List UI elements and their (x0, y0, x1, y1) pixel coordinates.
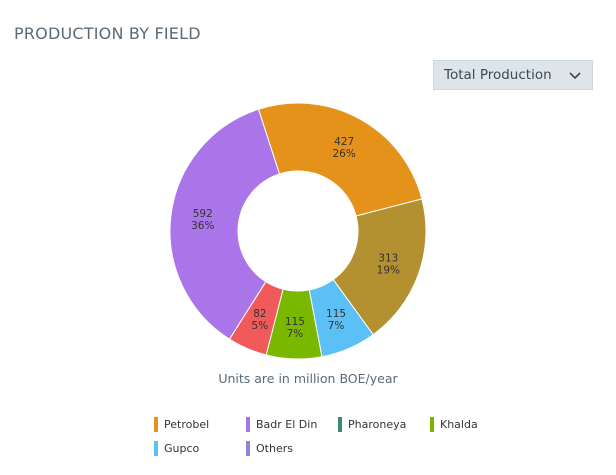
legend-label: Badr El Din (256, 418, 318, 431)
slice-value-label: 313 (378, 252, 398, 264)
slice-percent-label: 26% (333, 148, 356, 160)
legend-item[interactable]: Petrobel (154, 417, 209, 432)
slice-percent-label: 36% (191, 220, 214, 232)
pie-slice[interactable] (257, 102, 423, 217)
legend-swatch (338, 417, 342, 432)
legend-item[interactable]: Khalda (430, 417, 478, 432)
legend-swatch (430, 417, 434, 432)
legend-swatch (246, 417, 250, 432)
slice-value-label: 115 (326, 308, 346, 320)
pie-slice[interactable] (332, 198, 427, 336)
legend-label: Others (256, 442, 293, 455)
slice-percent-label: 7% (287, 328, 304, 340)
slice-percent-label: 19% (377, 264, 400, 276)
chevron-down-icon (568, 68, 582, 82)
slice-value-label: 427 (334, 136, 354, 148)
slice-value-label: 115 (285, 316, 305, 328)
legend-swatch (154, 441, 158, 456)
slice-percent-label: 5% (252, 320, 269, 332)
legend-label: Khalda (440, 418, 478, 431)
slice-value-label: 82 (253, 308, 266, 320)
production-type-dropdown[interactable]: Total Production (433, 60, 593, 90)
dropdown-value: Total Production (444, 67, 552, 83)
legend-label: Pharoneya (348, 418, 407, 431)
chart-title: PRODUCTION BY FIELD (14, 24, 201, 43)
units-note: Units are in million BOE/year (218, 371, 398, 386)
legend-item[interactable]: Others (246, 441, 293, 456)
legend-swatch (154, 417, 158, 432)
legend-item[interactable]: Pharoneya (338, 417, 406, 432)
slice-value-label: 592 (193, 208, 213, 220)
legend-swatch (246, 441, 250, 456)
legend-label: Petrobel (164, 418, 210, 431)
pie-slice[interactable] (169, 108, 281, 340)
legend-label: Gupco (164, 442, 200, 455)
slice-percent-label: 7% (328, 320, 345, 332)
legend-item[interactable]: Gupco (154, 441, 199, 456)
legend-item[interactable]: Badr El Din (246, 417, 317, 432)
